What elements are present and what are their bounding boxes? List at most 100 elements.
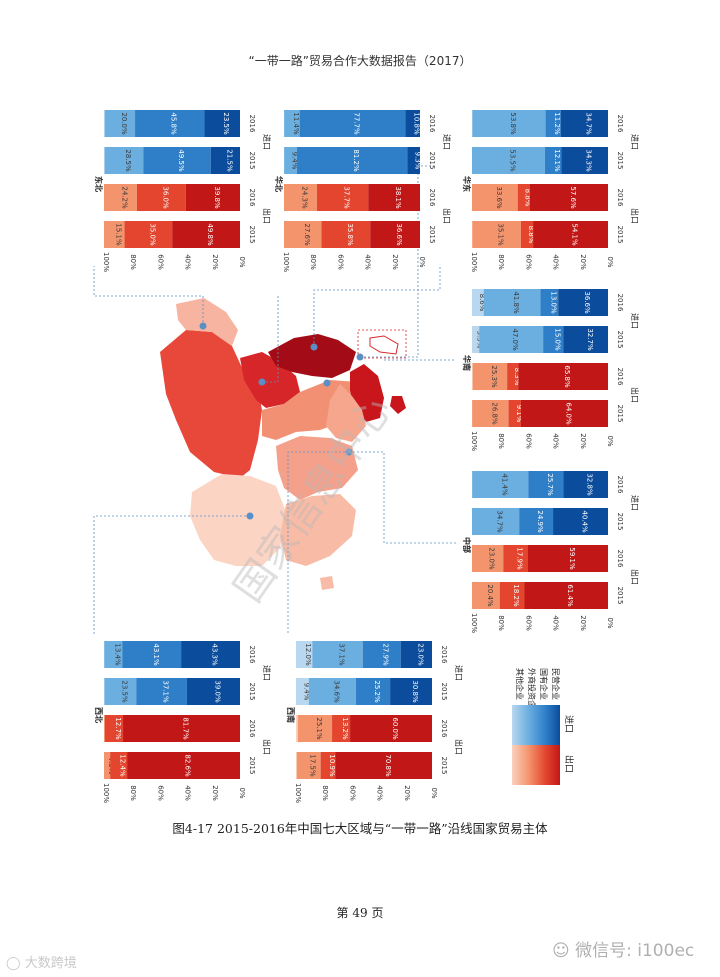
bar-segment xyxy=(210,147,240,174)
bar-year-label: 2015 xyxy=(616,587,624,605)
bar-segment xyxy=(520,400,608,427)
stacked-bar: 0.0%27.6%35.8%36.6% xyxy=(284,221,420,248)
stacked-bar: 0.0%53.5%12.1%34.3% xyxy=(472,147,608,174)
bar-segment xyxy=(104,641,123,668)
axis-tick-label: 80% xyxy=(321,785,329,801)
bar-segment-label: 9.4% xyxy=(291,152,299,170)
bar-segment-label: 8.8% xyxy=(524,189,532,207)
region-panel: 0.3%53.8%11.2%34.7%20160.0%53.5%12.1%34.… xyxy=(462,110,640,272)
stacked-bar: 0.0%15.1%35.0%49.8% xyxy=(104,221,240,248)
bar-segment-label: 12.4% xyxy=(119,754,127,777)
bar-segment-label: 59.1% xyxy=(568,547,576,570)
stacked-bar: 0.1%41.4%25.7%32.8% xyxy=(472,471,608,498)
stacked-bar: 0.0%34.7%24.9%40.4% xyxy=(472,508,608,535)
bar-segment-label: 64.0% xyxy=(564,402,572,425)
bar-segment xyxy=(527,545,608,572)
region-panel: 8.6%41.8%13.0%36.6%20165.3%47.0%15.0%32.… xyxy=(462,289,640,451)
bar-segment-label: 23.0% xyxy=(416,643,424,666)
region-name: 西北 xyxy=(94,707,104,723)
map-leader-lines xyxy=(93,165,458,635)
bar-year-label: 2016 xyxy=(440,646,448,664)
stacked-bar: 0.5%20.0%45.8%23.5% xyxy=(104,110,240,137)
bar-segment-label: 12.7% xyxy=(114,717,122,740)
stacked-bar: 5.3%47.0%15.0%32.7% xyxy=(472,326,608,353)
bar-year-label: 2016 xyxy=(248,720,256,738)
axis-tick-label: 100% xyxy=(470,431,478,451)
bar-segment-label: 25.3% xyxy=(490,365,498,388)
bar-segment-label: 25.1% xyxy=(315,717,323,740)
bar-segment-label: 37.7% xyxy=(343,186,351,209)
bar-year-label: 2015 xyxy=(248,226,256,244)
bar-year-label: 2016 xyxy=(428,115,436,133)
bar-segment xyxy=(110,752,128,779)
bar-segment-label: 24.2% xyxy=(120,186,128,209)
bar-segment-label: 17.9% xyxy=(515,547,523,570)
bar-segment-label: 35.8% xyxy=(346,223,354,246)
map-region-northwest xyxy=(160,330,262,478)
map-region-south-island xyxy=(320,576,334,590)
bar-segment xyxy=(483,289,541,316)
bar-segment xyxy=(563,326,608,353)
axis-tick-label: 20% xyxy=(403,785,411,801)
bar-segment-label: 10.8% xyxy=(413,112,421,135)
bar-segment-label: 13.2% xyxy=(341,717,349,740)
bar-segment xyxy=(544,147,562,174)
bar-year-label: 2015 xyxy=(440,683,448,701)
bar-segment xyxy=(104,110,136,137)
bar-segment-label: 61.4% xyxy=(566,584,574,607)
bar-segment-label: 20.4% xyxy=(486,584,494,607)
axis-tick-label: 0% xyxy=(430,787,438,798)
axis-tick-label: 80% xyxy=(497,615,505,631)
leader-northeast xyxy=(93,266,204,326)
bar-segment-label: 77.7% xyxy=(352,112,360,135)
map-region-sea-inset xyxy=(369,335,399,355)
bar-year-label: 2016 xyxy=(248,189,256,207)
bar-segment xyxy=(296,752,321,779)
axis-tick-label: 0% xyxy=(606,617,614,628)
bar-segment-label: 32.7% xyxy=(586,328,594,351)
axis-tick-label: 0% xyxy=(606,435,614,446)
bar-segment-label: 43.3% xyxy=(211,643,219,666)
bar-segment xyxy=(284,147,297,174)
leader-central xyxy=(349,451,458,544)
axis-tick-label: 40% xyxy=(376,785,384,801)
bar-segment-label: 36.0% xyxy=(161,186,169,209)
bar-group-label: 出口 xyxy=(630,208,640,224)
bar-segment-label: 40.4% xyxy=(581,510,589,533)
stacked-bar: 12.0% 37.1% 27.9% 23.0% xyxy=(296,641,432,668)
bar-segment-label: 18.2% xyxy=(512,584,520,607)
bar-segment xyxy=(472,184,518,211)
stacked-bar: 0.0%20.4%18.2%61.4% xyxy=(472,582,608,609)
bar-segment xyxy=(529,184,608,211)
legend-swatch-import xyxy=(512,705,560,745)
stacked-bar: 0.1%11.4%77.7%10.8% xyxy=(284,110,421,137)
bar-year-label: 2015 xyxy=(440,757,448,775)
stacked-bar: 0.0%23.0%17.9%59.1% xyxy=(472,545,608,572)
bar-segment-label: 81.7% xyxy=(182,717,190,740)
bar-segment-label: 9.4% xyxy=(302,683,310,701)
bar-segment xyxy=(124,221,173,248)
bar-segment xyxy=(296,752,297,779)
bar-segment-label: 24.3% xyxy=(301,186,309,209)
bar-segment-label: 41.8% xyxy=(512,291,520,314)
bar-segment-label: 45.8% xyxy=(170,112,178,135)
bar-segment xyxy=(136,184,186,211)
bar-group-label: 进口 xyxy=(442,134,451,150)
bar-segment xyxy=(135,110,205,137)
bar-segment xyxy=(520,221,534,248)
bar-segment-label: 9.3% xyxy=(414,152,422,170)
bar-segment xyxy=(284,221,322,248)
bar-segment-label: 8.6% xyxy=(478,294,486,312)
bar-segment xyxy=(321,221,371,248)
region-charts: 0.5%20.0%45.8%23.5%20160.5%28.5%49.5%21.… xyxy=(94,110,640,803)
stacked-bar: 0.0%33.6%8.8%57.6% xyxy=(472,184,608,211)
region-panel: 0.1%11.4%77.7%10.8%20160.1%9.4%81.2%9.3%… xyxy=(274,110,452,272)
stacked-bar: 9.4% 34.6% 25.2% 30.8% xyxy=(296,678,432,705)
bar-segment xyxy=(186,678,240,705)
watermark-bottom-right: ☺ 微信号: i100ec xyxy=(552,936,694,961)
axis-tick-label: 60% xyxy=(336,254,344,270)
bar-segment xyxy=(104,715,124,742)
bar-segment xyxy=(390,678,432,705)
leader-north xyxy=(313,266,441,347)
region-name: 华北 xyxy=(274,176,284,192)
